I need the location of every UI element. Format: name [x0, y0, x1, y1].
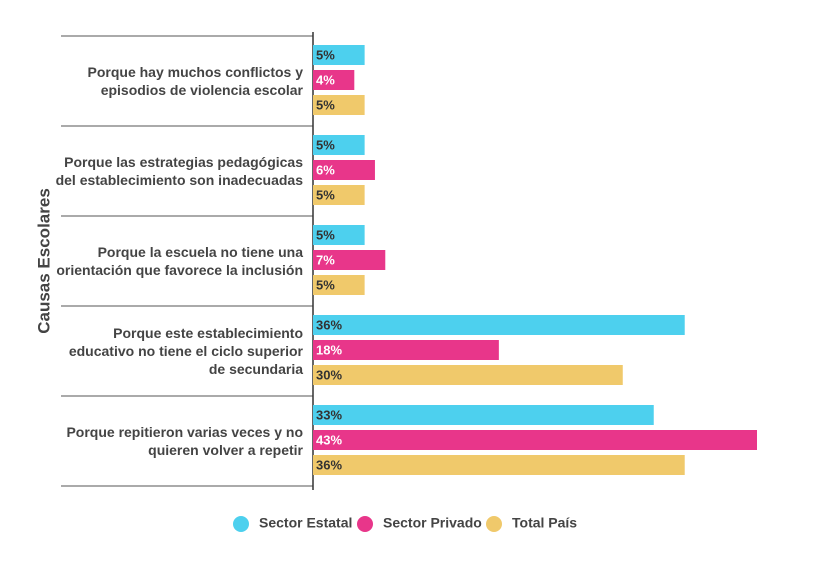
bar	[313, 225, 365, 245]
y-axis-title: Causas Escolares	[34, 188, 53, 334]
bar	[313, 160, 375, 180]
bar	[313, 135, 365, 155]
bar	[313, 315, 685, 335]
legend-label: Sector Privado	[383, 515, 482, 531]
value-label: 5%	[316, 47, 335, 62]
value-label: 5%	[316, 137, 335, 152]
bar	[313, 275, 365, 295]
bar	[313, 45, 365, 65]
bar	[313, 250, 386, 270]
value-label: 36%	[316, 457, 342, 472]
bar	[313, 340, 499, 360]
category-label: Porque repitieron varias veces y no quie…	[66, 424, 303, 458]
bar	[313, 430, 757, 450]
legend-marker	[357, 516, 373, 532]
bar	[313, 95, 365, 115]
value-label: 6%	[316, 162, 335, 177]
category-label: Porque hay muchos conflictos y episodios…	[87, 64, 304, 98]
value-label: 5%	[316, 187, 335, 202]
bar	[313, 185, 365, 205]
legend-marker	[486, 516, 502, 532]
value-label: 36%	[316, 317, 342, 332]
legend-label: Total País	[512, 515, 577, 531]
legend-label: Sector Estatal	[259, 515, 352, 531]
value-label: 4%	[316, 72, 335, 87]
category-label: Porque las estrategias pedagógicas del e…	[55, 154, 303, 188]
value-label: 30%	[316, 367, 342, 382]
value-label: 7%	[316, 252, 335, 267]
bar	[313, 70, 355, 90]
legend-marker	[233, 516, 249, 532]
category-label: Porque este establecimiento educativo no…	[68, 325, 303, 377]
value-label: 5%	[316, 97, 335, 112]
value-label: 5%	[316, 277, 335, 292]
value-label: 18%	[316, 342, 342, 357]
value-label: 43%	[316, 432, 342, 447]
value-label: 5%	[316, 227, 335, 242]
category-label: Porque la escuela no tiene una orientaci…	[56, 244, 303, 278]
value-label: 33%	[316, 407, 342, 422]
bar	[313, 365, 623, 385]
bar	[313, 405, 654, 425]
bar	[313, 455, 685, 475]
